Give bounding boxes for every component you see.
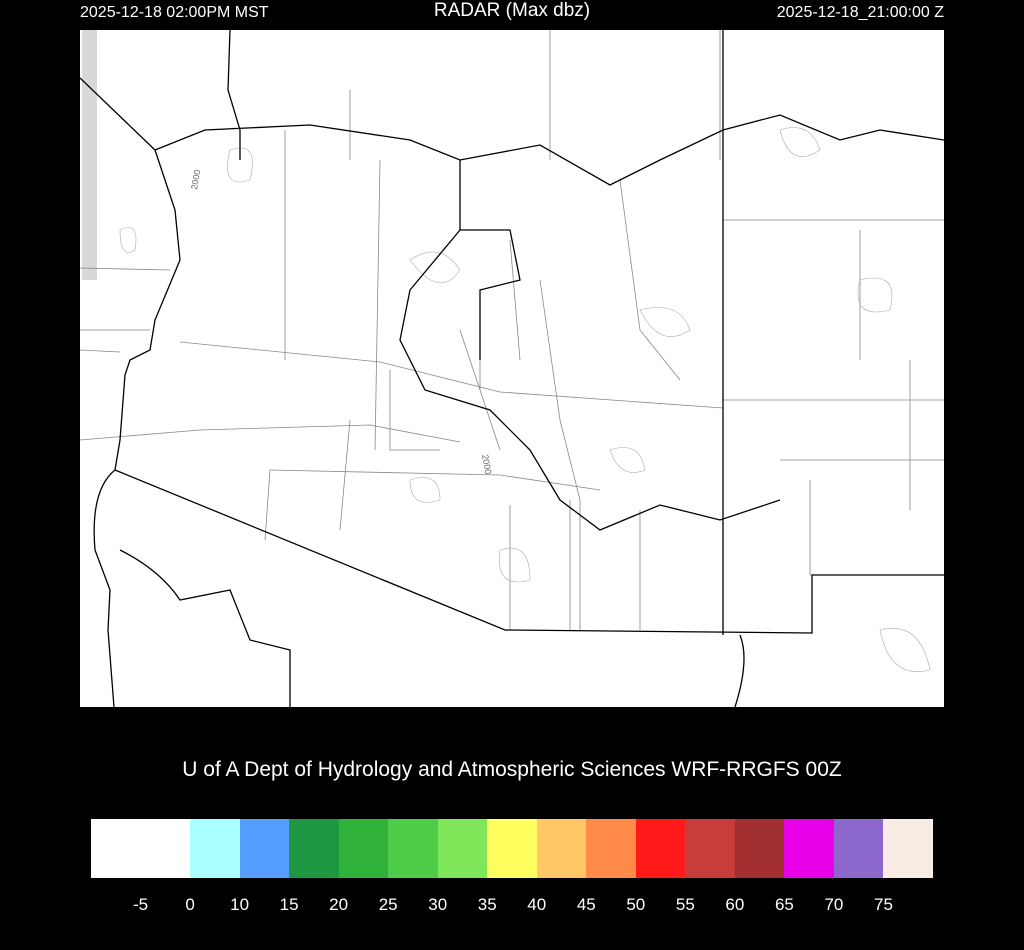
legend-label: 25: [378, 895, 398, 914]
credit-line: U of A Dept of Hydrology and Atmospheric…: [182, 758, 842, 781]
legend-swatch: [685, 819, 735, 878]
legend-swatch: [586, 819, 636, 878]
legend-swatch: [338, 819, 389, 878]
legend-label: 70: [824, 895, 844, 914]
legend-swatch: [239, 819, 290, 878]
legend-swatch: [883, 819, 933, 878]
map-basemap: 2000 2000: [79, 29, 945, 708]
legend-label: 35: [477, 895, 497, 914]
color-legend: [91, 819, 933, 878]
legend-label: 50: [626, 895, 646, 914]
legend-swatch: [784, 819, 834, 878]
legend-swatch: [536, 819, 587, 878]
legend-label: 55: [675, 895, 695, 914]
county-lines: [79, 30, 944, 630]
legend-label: 10: [230, 895, 250, 914]
legend-swatch: [289, 819, 339, 878]
legend-label: 75: [874, 895, 893, 914]
legend-label: -5: [132, 895, 149, 914]
legend-label: 15: [279, 895, 299, 914]
contour-label: 2000: [189, 169, 202, 190]
terrain-contours: [119, 127, 931, 672]
contour-label: 2000: [480, 454, 493, 475]
legend-swatch: [91, 819, 191, 878]
legend-swatch: [388, 819, 438, 878]
utc-time: 2025-12-18_21:00:00 Z: [776, 4, 944, 21]
legend-label: 45: [576, 895, 596, 914]
legend-swatch: [635, 819, 686, 878]
legend-label: 40: [527, 895, 547, 914]
legend-swatch: [487, 819, 537, 878]
state-borders: [79, 29, 945, 708]
radar-echo-strip: [82, 30, 97, 280]
legend-swatch: [734, 819, 785, 878]
legend-swatch: [437, 819, 488, 878]
map-title: RADAR (Max dbz): [433, 0, 591, 21]
local-time: 2025-12-18 02:00PM MST: [80, 4, 269, 21]
legend-swatch: [190, 819, 240, 878]
legend-label: 30: [428, 895, 448, 914]
radar-map: 2000 2000: [79, 29, 945, 708]
legend-label: 0: [185, 895, 195, 914]
legend-label: 20: [329, 895, 349, 914]
legend-label: 65: [774, 895, 794, 914]
legend-swatch: [833, 819, 884, 878]
legend-label: 60: [725, 895, 745, 914]
